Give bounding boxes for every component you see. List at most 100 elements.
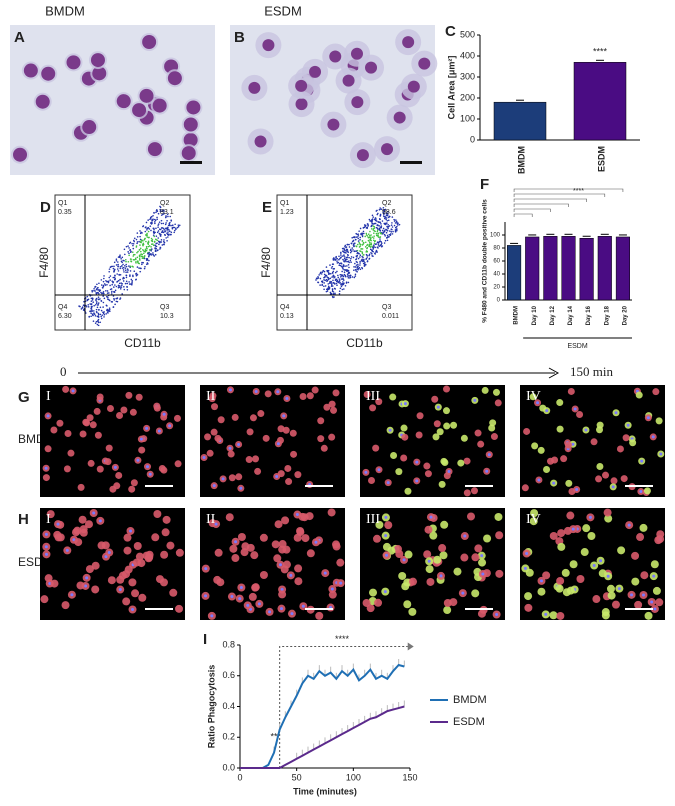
- cell: [556, 399, 564, 407]
- quadrant-value: 0.35: [58, 209, 72, 216]
- event-dot: [365, 232, 368, 235]
- event-dot: [338, 279, 341, 282]
- event-dot: [132, 244, 134, 247]
- event-dot: [341, 266, 344, 269]
- scale-bar: [400, 161, 422, 164]
- nucleus: [642, 593, 646, 597]
- event-dot: [366, 260, 369, 262]
- cell: [120, 406, 128, 414]
- cell: [483, 534, 492, 543]
- event-dot: [86, 295, 89, 298]
- event-dot: [102, 290, 105, 293]
- nucleus: [44, 545, 48, 549]
- event-dot: [329, 264, 331, 266]
- event-dot: [384, 239, 387, 242]
- nucleus: [238, 597, 242, 601]
- event-dot: [143, 238, 146, 241]
- legend-label: ESDM: [453, 716, 485, 728]
- cell: [400, 454, 408, 462]
- event-dot: [136, 236, 139, 238]
- event-dot: [368, 257, 371, 260]
- event-dot: [323, 282, 325, 284]
- event-dot: [331, 276, 333, 278]
- event-dot: [353, 269, 355, 272]
- nucleus: [239, 486, 243, 490]
- event-dot: [361, 260, 363, 262]
- event-dot: [160, 219, 163, 222]
- event-dot: [161, 230, 164, 232]
- cell: [523, 427, 531, 435]
- event-dot: [154, 253, 157, 256]
- event-dot: [166, 213, 169, 216]
- cell: [290, 450, 298, 458]
- event-dot: [338, 262, 341, 265]
- cell: [86, 414, 94, 422]
- nucleus: [228, 388, 232, 392]
- event-dot: [119, 267, 122, 270]
- event-dot: [139, 244, 141, 246]
- event-dot: [370, 225, 373, 228]
- x-tick-label: Day 10: [532, 305, 538, 325]
- cell: [529, 393, 537, 401]
- event-dot: [373, 242, 376, 245]
- cell-nucleus: [365, 61, 378, 74]
- nucleus: [44, 466, 48, 470]
- event-dot: [344, 284, 347, 287]
- event-dot: [143, 254, 146, 257]
- cell: [607, 591, 616, 600]
- event-dot: [131, 281, 133, 284]
- nucleus: [495, 612, 499, 616]
- cell: [524, 592, 533, 601]
- event-dot: [395, 219, 397, 221]
- event-dot: [94, 314, 97, 317]
- event-dot: [345, 246, 348, 248]
- event-dot: [119, 254, 121, 257]
- event-dot: [136, 266, 139, 268]
- event-dot: [144, 237, 146, 240]
- nucleus: [461, 591, 465, 595]
- event-dot: [366, 247, 369, 249]
- cell: [273, 554, 282, 563]
- event-dot: [125, 245, 128, 248]
- event-dot: [344, 269, 347, 271]
- nucleus: [234, 540, 238, 544]
- nucleus: [630, 593, 634, 597]
- event-dot: [92, 301, 95, 303]
- y-tick-label: 300: [460, 71, 475, 81]
- event-dot: [127, 251, 129, 253]
- event-dot: [344, 265, 346, 267]
- event-dot: [340, 251, 342, 254]
- event-dot: [164, 234, 166, 237]
- nucleus: [44, 532, 48, 536]
- event-dot: [129, 251, 132, 254]
- event-dot: [102, 301, 105, 304]
- bracket: [513, 193, 606, 197]
- event-dot: [128, 252, 130, 255]
- cell: [453, 567, 462, 576]
- cell: [560, 455, 568, 463]
- event-dot: [332, 268, 335, 270]
- cell: [635, 391, 643, 399]
- event-dot: [151, 238, 154, 241]
- event-dot: [356, 243, 359, 246]
- cell: [403, 600, 412, 609]
- event-dot: [379, 236, 381, 239]
- event-dot: [323, 288, 325, 291]
- bracket: [513, 188, 624, 192]
- event-dot: [167, 215, 169, 218]
- event-dot: [373, 240, 376, 243]
- nucleus: [427, 559, 431, 563]
- event-dot: [347, 263, 350, 266]
- column-header: BMDM: [45, 3, 85, 18]
- event-dot: [98, 289, 101, 291]
- event-dot: [122, 259, 124, 262]
- event-dot: [131, 279, 134, 282]
- nucleus: [239, 586, 243, 590]
- event-dot: [155, 242, 157, 245]
- event-dot: [95, 292, 98, 295]
- cell: [398, 571, 407, 580]
- event-dot: [387, 219, 390, 222]
- event-dot: [133, 239, 135, 242]
- event-dot: [99, 313, 102, 316]
- event-dot: [138, 267, 140, 269]
